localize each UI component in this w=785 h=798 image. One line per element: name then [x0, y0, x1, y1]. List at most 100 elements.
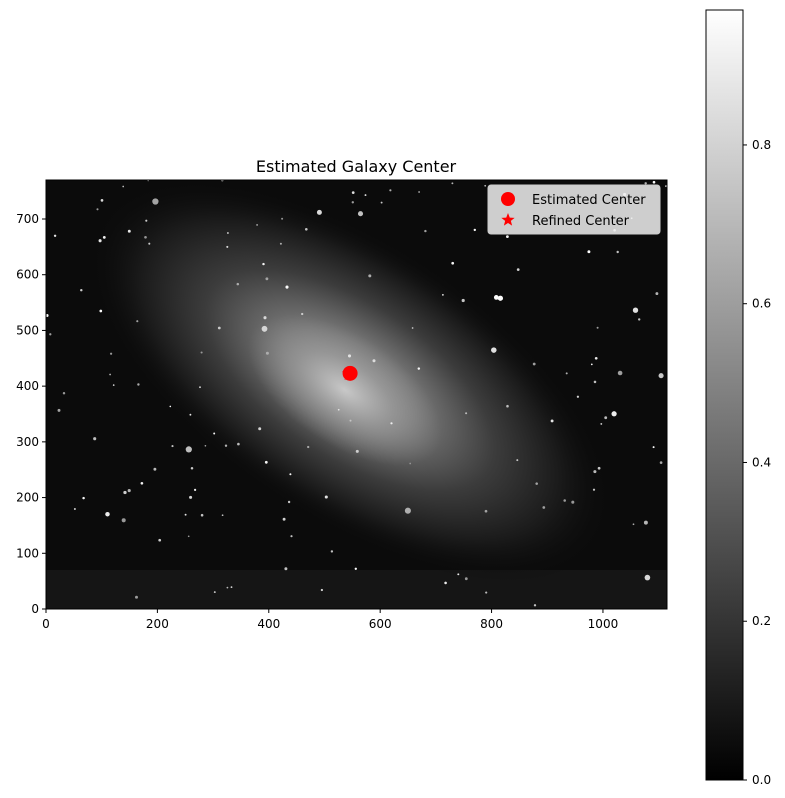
star-point [644, 182, 647, 185]
star-point [451, 182, 454, 185]
colorbar: 0.0 0.2 0.4 0.6 0.8 [705, 9, 771, 787]
star-point [189, 495, 193, 499]
star-point [592, 488, 596, 491]
star-point [368, 274, 372, 278]
star-point [418, 191, 421, 193]
star-point [638, 318, 641, 321]
star-point [652, 446, 655, 449]
star-point [330, 550, 334, 553]
star-point [285, 285, 289, 289]
legend-star-marker [501, 213, 515, 226]
star-point [226, 586, 229, 589]
x-tick-label: 600 [369, 617, 392, 631]
star-point [204, 444, 207, 447]
star-point [473, 228, 476, 232]
star-point [279, 242, 282, 245]
star-point [616, 250, 619, 254]
star-point [123, 490, 127, 495]
star-point [611, 411, 617, 417]
star-point [516, 459, 519, 462]
star-point [187, 535, 190, 538]
star-point [289, 473, 292, 476]
star-point [153, 467, 157, 471]
star-point [643, 520, 648, 525]
y-tick-label: 600 [16, 268, 39, 282]
star-point [226, 232, 229, 234]
star-point [236, 282, 240, 286]
star-point [185, 446, 192, 453]
star-point [158, 538, 162, 542]
star-point [351, 191, 355, 194]
star-point [451, 261, 455, 265]
star-point [82, 496, 85, 500]
star-point [349, 419, 352, 422]
star-point [351, 201, 354, 204]
star-point [144, 235, 147, 239]
star-point [100, 199, 104, 202]
star-point [644, 574, 651, 581]
star-point [587, 250, 591, 254]
background-stars [46, 180, 667, 607]
star-point [347, 354, 352, 358]
star-point [632, 523, 635, 526]
star-point [53, 234, 57, 237]
star-point [102, 236, 106, 239]
star-point [617, 370, 623, 376]
star-point [190, 467, 194, 470]
star-point [152, 198, 159, 205]
star-point [576, 395, 580, 398]
star-point [493, 295, 499, 300]
star-point [184, 513, 187, 516]
star-point [282, 517, 286, 521]
star-point [264, 460, 268, 464]
star-point [258, 427, 262, 431]
star-point [590, 363, 593, 366]
y-tick-label: 300 [16, 435, 39, 449]
star-point [49, 333, 52, 336]
star-point [136, 320, 139, 323]
x-tick-label: 1000 [588, 617, 619, 631]
star-point [237, 442, 240, 446]
star-point [354, 567, 357, 570]
star-point [200, 513, 204, 517]
legend-label-refined: Refined Center [532, 214, 630, 229]
star-point [137, 383, 140, 386]
star-point [658, 373, 664, 379]
colorbar-tick-label: 0.2 [752, 614, 771, 628]
colorbar-gradient [706, 10, 743, 780]
star-point [213, 591, 216, 594]
star-point [484, 509, 488, 513]
star-point [62, 391, 66, 395]
star-point [597, 466, 601, 470]
star-point [550, 419, 554, 423]
star-point [213, 432, 216, 435]
star-point [135, 595, 138, 599]
star-point [604, 416, 608, 420]
star-point [193, 488, 197, 492]
star-point [505, 235, 509, 239]
star-point [262, 262, 265, 266]
star-point [659, 461, 663, 464]
star-point [121, 518, 126, 523]
star-point [355, 449, 359, 453]
star-point [655, 292, 659, 296]
star-point [301, 312, 304, 316]
star-point [593, 470, 597, 474]
y-tick-label: 500 [16, 323, 39, 337]
x-tick-label: 0 [42, 617, 50, 631]
star-point [411, 327, 414, 329]
colorbar-tick-label: 0.8 [752, 138, 771, 152]
star-point [594, 356, 598, 360]
star-point [230, 586, 233, 589]
star-point [364, 194, 367, 197]
star-point [632, 307, 639, 313]
star-point [122, 185, 125, 188]
star-point [444, 581, 447, 585]
star-point [442, 294, 444, 296]
star-point [417, 367, 421, 370]
star-point [465, 412, 468, 415]
star-point [57, 408, 61, 412]
star-point [380, 201, 383, 204]
star-point [491, 347, 497, 353]
y-tick-label: 200 [16, 491, 39, 505]
